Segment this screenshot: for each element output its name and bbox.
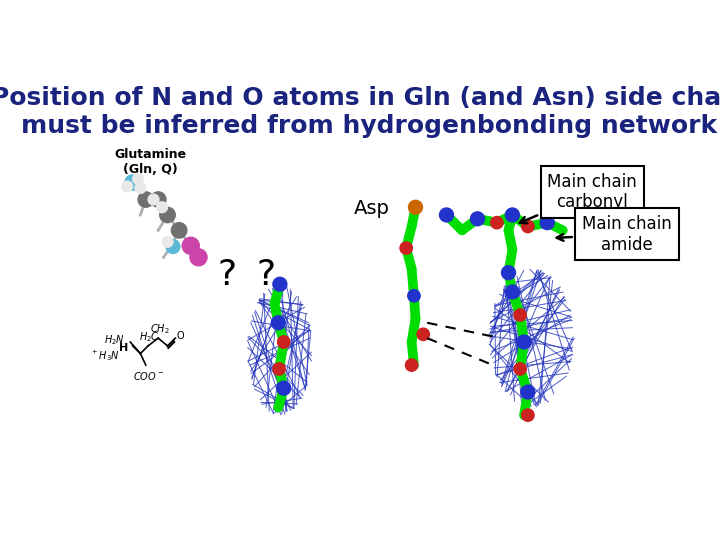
Text: $CH_2$: $CH_2$ bbox=[150, 322, 170, 336]
Text: H: H bbox=[120, 343, 129, 353]
Circle shape bbox=[517, 335, 531, 349]
Text: Glutamine
(Gln, Q): Glutamine (Gln, Q) bbox=[114, 148, 186, 176]
Circle shape bbox=[505, 208, 519, 222]
Circle shape bbox=[138, 192, 153, 207]
Text: $^+H_3N$: $^+H_3N$ bbox=[90, 348, 120, 363]
Circle shape bbox=[273, 363, 285, 375]
Circle shape bbox=[122, 181, 132, 192]
Circle shape bbox=[190, 249, 207, 266]
Circle shape bbox=[408, 200, 423, 214]
Circle shape bbox=[162, 237, 173, 247]
Circle shape bbox=[125, 175, 140, 190]
Text: Main chain
carbonyl: Main chain carbonyl bbox=[520, 173, 637, 223]
Text: ?: ? bbox=[256, 258, 275, 292]
Circle shape bbox=[135, 183, 145, 193]
Circle shape bbox=[514, 309, 526, 321]
Circle shape bbox=[132, 173, 143, 184]
Circle shape bbox=[521, 385, 535, 399]
Circle shape bbox=[271, 316, 285, 330]
Circle shape bbox=[405, 359, 418, 372]
Circle shape bbox=[400, 242, 413, 254]
Circle shape bbox=[505, 285, 519, 299]
Circle shape bbox=[150, 192, 166, 207]
Text: Position of N and O atoms in Gln (and Asn) side chain
must be inferred from hydr: Position of N and O atoms in Gln (and As… bbox=[0, 86, 720, 138]
Circle shape bbox=[417, 328, 429, 340]
Circle shape bbox=[522, 220, 534, 233]
Text: $H_2N$: $H_2N$ bbox=[104, 334, 125, 347]
Text: Main chain
amide: Main chain amide bbox=[557, 215, 672, 254]
Circle shape bbox=[514, 363, 526, 375]
Text: Asp: Asp bbox=[354, 199, 390, 218]
Circle shape bbox=[157, 202, 168, 213]
Text: O: O bbox=[177, 331, 184, 341]
Text: $COO^-$: $COO^-$ bbox=[132, 370, 163, 382]
Circle shape bbox=[277, 336, 290, 348]
Circle shape bbox=[490, 217, 503, 229]
Text: ?: ? bbox=[217, 258, 236, 292]
Circle shape bbox=[273, 278, 287, 291]
Circle shape bbox=[276, 381, 291, 395]
Circle shape bbox=[148, 194, 159, 205]
Circle shape bbox=[439, 208, 454, 222]
Text: $H_2C$: $H_2C$ bbox=[138, 330, 159, 343]
Circle shape bbox=[166, 240, 180, 253]
Circle shape bbox=[408, 289, 420, 302]
Circle shape bbox=[182, 237, 199, 254]
Circle shape bbox=[502, 266, 516, 280]
Circle shape bbox=[471, 212, 485, 226]
Circle shape bbox=[171, 222, 187, 238]
Circle shape bbox=[522, 409, 534, 421]
Circle shape bbox=[160, 207, 175, 222]
Circle shape bbox=[540, 215, 554, 230]
